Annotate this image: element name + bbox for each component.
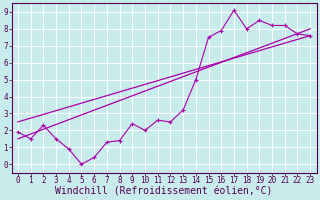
X-axis label: Windchill (Refroidissement éolien,°C): Windchill (Refroidissement éolien,°C) [55,187,273,197]
